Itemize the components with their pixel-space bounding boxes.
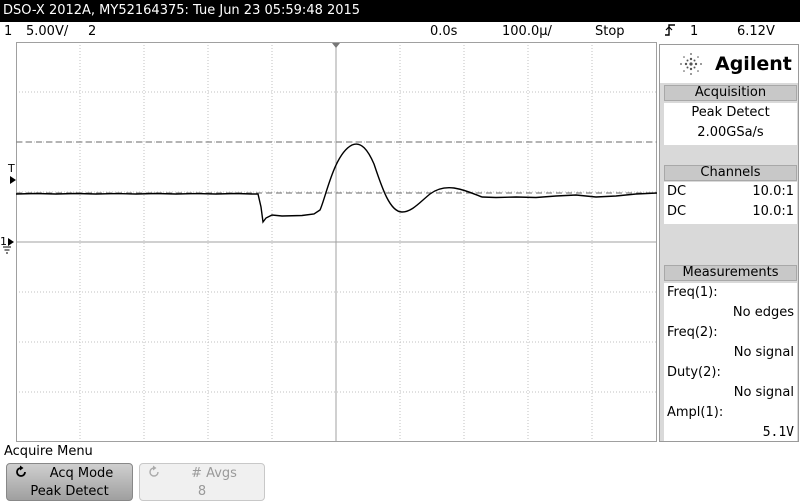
channel-coupling: DC	[667, 204, 687, 219]
acquisition-panel: Peak Detect 2.00GSa/s	[664, 103, 797, 145]
ch2-number[interactable]: 2	[88, 24, 97, 39]
menu-title: Acquire Menu	[4, 444, 93, 459]
brand-name: Agilent	[715, 53, 792, 75]
trigger-edge-icon	[664, 22, 676, 44]
timebase[interactable]: 100.0µ/	[502, 24, 552, 39]
acq-mode-softkey[interactable]: Acq Mode Peak Detect	[6, 463, 133, 501]
trigger-source[interactable]: 1	[690, 24, 699, 39]
channels-header: Channels	[664, 165, 797, 181]
channel-probe: 10.0:1	[752, 184, 794, 199]
ch1-scale[interactable]: 5.00V/	[26, 24, 69, 39]
softkey-label: # Avgs	[191, 466, 237, 481]
ground-icon	[3, 246, 11, 254]
status-bar: 1 5.00V/ 2 0.0s 100.0µ/ Stop 1 6.12V	[0, 22, 800, 41]
grid-center-axes	[16, 42, 657, 442]
channel-row: DC 10.0:1	[664, 202, 797, 222]
time-offset[interactable]: 0.0s	[430, 24, 458, 39]
waveform-display[interactable]	[16, 42, 657, 442]
trigger-position-marker[interactable]	[332, 43, 340, 48]
trigger-level[interactable]: 6.12V	[737, 24, 775, 39]
measurement-label: Duty(2):	[667, 365, 721, 380]
channel-coupling: DC	[667, 184, 687, 199]
measurement-value: No signal	[733, 345, 794, 360]
agilent-spark-icon	[680, 53, 702, 75]
measurement-value: No signal	[733, 385, 794, 400]
measurements-header: Measurements	[664, 265, 797, 281]
softkey-value: Peak Detect	[30, 484, 109, 499]
info-sidebar: Agilent Acquisition Peak Detect 2.00GSa/…	[659, 44, 799, 442]
rotate-knob-icon	[147, 465, 161, 483]
avgs-softkey[interactable]: # Avgs 8	[139, 463, 265, 501]
acquisition-mode: Peak Detect	[691, 105, 770, 120]
measurement-label: Freq(1):	[667, 285, 718, 300]
trigger-level-marker[interactable]: T	[8, 162, 15, 175]
graticule-border	[16, 42, 657, 442]
measurement-label: Ampl(1):	[667, 405, 724, 420]
channels-panel: DC 10.0:1 DC 10.0:1	[664, 182, 797, 224]
measurements-panel: Freq(1): No edges Freq(2): No signal Dut…	[664, 283, 797, 441]
rotate-knob-icon	[14, 465, 28, 483]
channel-probe: 10.0:1	[752, 204, 794, 219]
ch1-ground-arrow-icon	[8, 238, 14, 246]
sample-rate: 2.00GSa/s	[697, 125, 764, 140]
trigger-level-arrow-icon	[10, 176, 16, 184]
channel-row: DC 10.0:1	[664, 182, 797, 202]
ch1-trace	[16, 143, 657, 224]
run-state[interactable]: Stop	[595, 24, 625, 39]
ch1-ground-marker[interactable]: 1	[0, 235, 7, 248]
softkey-value: 8	[197, 484, 207, 499]
measurement-label: Freq(2):	[667, 325, 718, 340]
brand-logo: Agilent	[660, 45, 798, 83]
measurement-value: 5.1V	[762, 425, 794, 440]
acquisition-header: Acquisition	[664, 85, 797, 101]
softkey-label: Acq Mode	[49, 466, 114, 481]
measurement-value: No edges	[732, 305, 794, 320]
window-title: DSO-X 2012A, MY52164375: Tue Jun 23 05:5…	[0, 0, 800, 22]
ch1-number[interactable]: 1	[4, 24, 13, 39]
